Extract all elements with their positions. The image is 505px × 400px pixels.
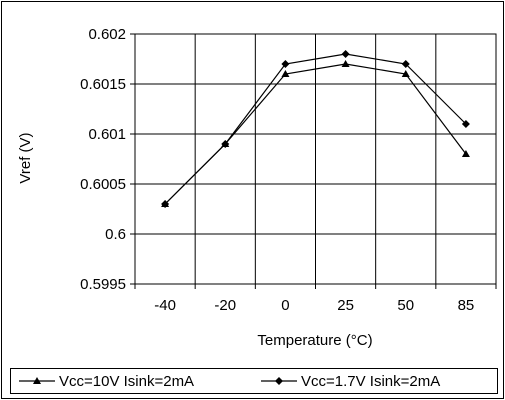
legend-item-series-2: Vcc=1.7V Isink=2mA [261,369,440,393]
y-tick-label: 0.6005 [80,176,126,193]
y-tick-label: 0.6 [105,226,126,243]
series-1-point [401,70,410,77]
y-tick-label: 0.6015 [80,76,126,93]
series-1-point [281,70,290,77]
diamond-marker-icon [261,377,297,385]
plot-border [134,33,497,285]
series-1-point [341,60,350,67]
series-2-point [401,60,410,68]
series [161,50,470,208]
series-2-line [164,53,467,205]
x-tick-label: 25 [337,297,354,314]
series-2-point [341,50,350,58]
series-2-point [161,200,170,208]
triangle-marker-icon [19,377,55,384]
legend-item-series-1: Vcc=10V Isink=2mA [19,369,194,393]
x-tick-label: 85 [458,297,475,314]
legend-label-series-2: Vcc=1.7V Isink=2mA [301,372,441,390]
grid [134,33,497,285]
x-tick-label: -20 [214,297,236,314]
series-2-point [281,60,290,68]
tick-labels: 0.602 0.6015 0.601 0.6005 0.6 0.5995 -40 -20 0 25… [80,26,474,314]
series-1-point [461,150,470,157]
x-axis-title: Temperature (°C) [257,332,372,349]
x-tick-label: 50 [397,297,414,314]
series-2-point [461,120,470,128]
x-tick-label: 0 [281,297,289,314]
axes [130,33,497,289]
legend-label-series-1: Vcc=10V Isink=2mA [59,372,195,390]
y-tick-label: 0.601 [88,126,126,143]
x-tick-label: -40 [154,297,176,314]
legend: Vcc=10V Isink=2mA Vcc=1.7V Isink=2mA [10,368,498,394]
series-2-point [221,140,230,148]
y-axis-title: Vref (V) [17,132,34,183]
y-tick-label: 0.5995 [80,276,126,293]
y-tick-label: 0.602 [88,26,126,43]
